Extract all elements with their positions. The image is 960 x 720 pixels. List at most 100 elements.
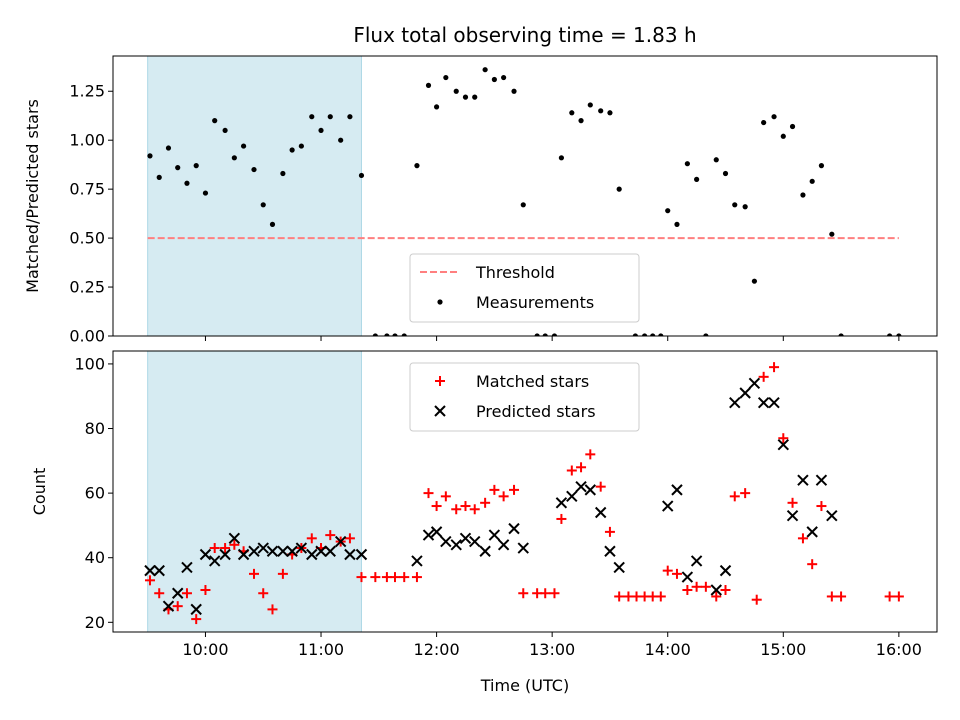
observing-window-span [147,56,362,336]
legend-entry: Threshold [420,263,555,282]
y-tick-label: 100 [74,354,105,373]
data-point [658,333,664,336]
data-point [671,568,682,579]
data-point [509,484,520,495]
data-point [575,480,587,493]
data-point [277,568,288,579]
data-point [491,76,497,83]
data-point [175,165,181,171]
legend-marker [435,376,445,386]
data-point [576,462,587,473]
data-point [144,575,155,586]
data-point [267,604,278,615]
data-point [690,555,703,567]
data-point [662,565,673,576]
data-point [306,548,318,561]
data-point [228,532,241,545]
y-tick-label: 0.25 [69,278,105,297]
x-tick-label: 15:00 [760,640,806,659]
legend: Threshold Measurements [409,253,640,323]
data-point [587,102,593,108]
data-point [222,127,228,134]
data-point [372,333,378,336]
data-point [315,545,327,557]
data-point [430,526,443,538]
axes-frame [112,55,938,337]
data-point [347,114,353,120]
data-point [338,137,344,143]
data-point [758,371,769,382]
y-tick-label: 80 [85,419,105,438]
data-point [422,529,435,541]
data-point [144,564,156,577]
data-point [411,572,422,583]
legend-box [409,253,640,323]
data-point [269,221,276,227]
data-point [777,438,790,451]
data-point [229,539,240,550]
data-point [829,231,835,237]
data-point [816,501,827,512]
data-point [815,474,828,486]
legend-marker [437,299,443,305]
data-point [786,510,799,522]
data-point [433,104,440,110]
data-point [399,572,410,583]
data-point [344,533,355,544]
data-point [742,204,748,210]
data-point [594,506,607,519]
legend-label: Matched stars [476,372,589,391]
x-axis-label: Time (UTC) [480,676,569,695]
data-point [887,333,893,336]
data-point [732,202,738,208]
data-point [585,449,596,460]
data-point [181,588,192,599]
legend-entry: Matched stars [435,372,589,391]
data-point [722,170,729,177]
data-point [893,591,904,602]
data-point [479,545,491,557]
data-point [549,588,560,599]
data-point [566,465,577,476]
data-point [778,433,789,444]
data-point [191,614,202,625]
data-point [540,588,551,599]
data-point [212,118,218,124]
axes-frame [112,350,938,633]
y-tick-label: 1.25 [69,82,105,101]
legend-label: Predicted stars [476,402,596,421]
data-point [511,88,517,94]
data-point [469,535,481,548]
data-point [720,585,731,596]
data-point [423,488,434,499]
data-point [190,603,202,616]
data-point [295,542,308,554]
data-point [558,155,565,161]
data-point [498,491,509,502]
data-point [450,539,462,551]
data-point [578,118,584,124]
data-point [604,545,616,557]
data-point [826,591,837,602]
data-point [260,202,266,208]
data-point [401,333,407,336]
data-point [384,333,390,336]
data-point [248,545,260,557]
data-point [710,584,722,596]
data-point [584,484,597,496]
data-point [534,333,540,336]
data-point [240,143,247,149]
data-point [266,545,279,557]
data-point [818,163,825,169]
data-point [768,396,780,409]
data-point [508,522,520,535]
data-point [258,588,269,599]
data-point [684,161,690,167]
data-point [199,548,212,561]
data-point [489,484,500,495]
data-point [740,488,751,499]
data-point [838,333,844,336]
x-tick-label: 12:00 [414,640,460,659]
y-tick-label: 0.75 [69,180,105,199]
legend-entry: Predicted stars [434,402,596,421]
